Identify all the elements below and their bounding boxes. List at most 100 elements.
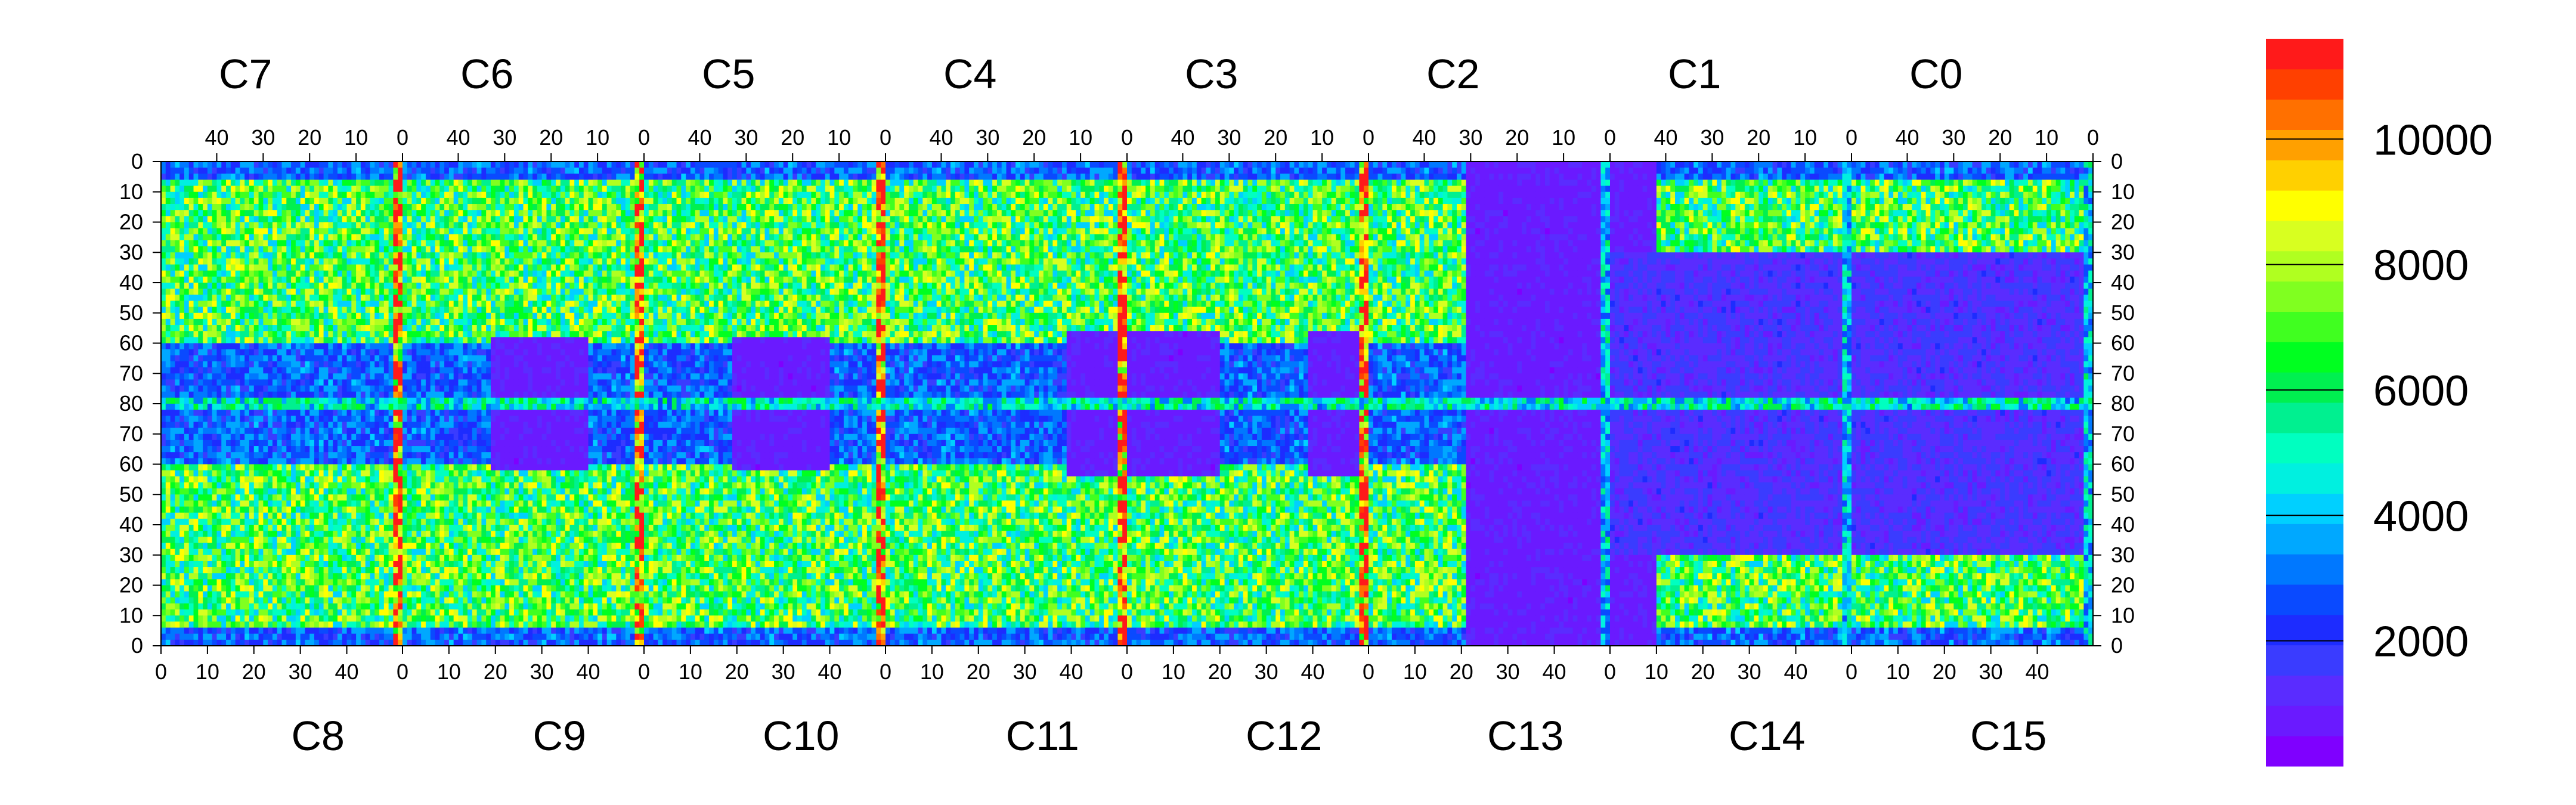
heatmap-cell <box>342 210 347 216</box>
heatmap-cell <box>166 198 171 205</box>
heatmap-cell <box>166 271 171 277</box>
heatmap-cell <box>184 271 189 277</box>
heatmap-cell <box>319 331 324 338</box>
heatmap-cell <box>171 373 175 380</box>
heatmap-cell <box>231 186 236 193</box>
heatmap-cell <box>273 416 277 422</box>
heatmap-cell <box>374 398 379 404</box>
heatmap-cell <box>324 349 329 356</box>
heatmap-cell <box>175 349 179 356</box>
heatmap-cell <box>356 246 361 253</box>
heatmap-cell <box>366 355 370 362</box>
heatmap-cell <box>286 361 291 368</box>
heatmap-cell <box>273 234 277 241</box>
heatmap-cell <box>342 452 347 459</box>
heatmap-cell <box>384 343 389 350</box>
heatmap-cell <box>216 410 221 416</box>
heatmap-cell <box>296 307 301 314</box>
heatmap-cell <box>189 398 194 404</box>
heatmap-cell <box>166 507 171 513</box>
heatmap-cell <box>221 283 226 289</box>
heatmap-cell <box>366 192 370 199</box>
heatmap-cell <box>393 507 398 513</box>
heatmap-cell <box>393 470 398 477</box>
heatmap-cells <box>161 162 2094 646</box>
heatmap-cell <box>324 168 329 174</box>
heatmap-cell <box>374 343 379 350</box>
heatmap-cell <box>175 355 179 362</box>
heatmap-cell <box>198 179 203 186</box>
heatmap-cell <box>282 337 287 343</box>
heatmap-cell <box>324 289 329 295</box>
heatmap-cell <box>259 398 264 404</box>
heatmap-cell <box>249 301 254 307</box>
heatmap-cell <box>277 252 282 259</box>
heatmap-cell <box>231 301 236 307</box>
heatmap-cell <box>277 222 282 229</box>
heatmap-cell <box>221 513 226 519</box>
heatmap-cell <box>208 482 212 489</box>
heatmap-cell <box>384 379 389 386</box>
heatmap-cell <box>249 222 254 229</box>
heatmap-cell <box>184 488 189 495</box>
heatmap-cell <box>314 507 319 513</box>
heatmap-cell <box>301 301 305 307</box>
heatmap-cell <box>161 289 166 295</box>
heatmap-cell <box>366 289 370 295</box>
heatmap-cell <box>175 428 179 435</box>
heatmap-cell <box>203 458 208 465</box>
heatmap-cell <box>254 301 259 307</box>
heatmap-cell <box>393 162 398 168</box>
heatmap-cell <box>194 337 199 343</box>
heatmap-cell <box>328 192 333 199</box>
heatmap-cell <box>305 168 309 174</box>
heatmap-cell <box>221 422 226 428</box>
heatmap-cell <box>305 434 309 441</box>
heatmap-cell <box>338 301 342 307</box>
heatmap-cell <box>305 476 309 483</box>
heatmap-cell <box>231 283 236 289</box>
heatmap-cell <box>216 313 221 320</box>
heatmap-cell <box>309 367 314 374</box>
heatmap-cell <box>161 204 166 210</box>
heatmap-cell <box>324 271 329 277</box>
heatmap-cell <box>333 168 338 174</box>
heatmap-cell <box>208 337 212 343</box>
heatmap-cell <box>333 349 338 356</box>
heatmap-cell <box>393 476 398 483</box>
heatmap-cell <box>231 428 236 435</box>
heatmap-cell <box>366 379 370 386</box>
heatmap-cell <box>374 349 379 356</box>
heatmap-cell <box>296 265 301 271</box>
heatmap-cell <box>249 343 254 350</box>
heatmap-cell <box>171 349 175 356</box>
heatmap-cell <box>319 470 324 477</box>
heatmap-cell <box>379 289 384 295</box>
heatmap-cell <box>384 386 389 392</box>
heatmap-cell <box>324 216 329 222</box>
heatmap-cell <box>194 162 199 168</box>
heatmap-cell <box>244 289 249 295</box>
heatmap-cell <box>208 488 212 495</box>
heatmap-cell <box>240 392 244 398</box>
heatmap-cell <box>314 252 319 259</box>
heatmap-cell <box>366 179 370 186</box>
heatmap-cell <box>259 325 264 332</box>
heatmap-cell <box>286 258 291 265</box>
heatmap-cell <box>333 313 338 320</box>
heatmap-cell <box>263 313 268 320</box>
heatmap-cell <box>366 210 370 216</box>
heatmap-cell <box>273 271 277 277</box>
heatmap-cell <box>244 507 249 513</box>
heatmap-cell <box>189 307 194 314</box>
heatmap-cell <box>277 179 282 186</box>
heatmap-cell <box>333 452 338 459</box>
heatmap-cell <box>166 361 171 368</box>
heatmap-cell <box>374 277 379 283</box>
heatmap-cell <box>324 204 329 210</box>
heatmap-cell <box>166 168 171 174</box>
heatmap-cell <box>370 355 374 362</box>
heatmap-cell <box>166 410 171 416</box>
heatmap-cell <box>259 252 264 259</box>
heatmap-cell <box>166 386 171 392</box>
